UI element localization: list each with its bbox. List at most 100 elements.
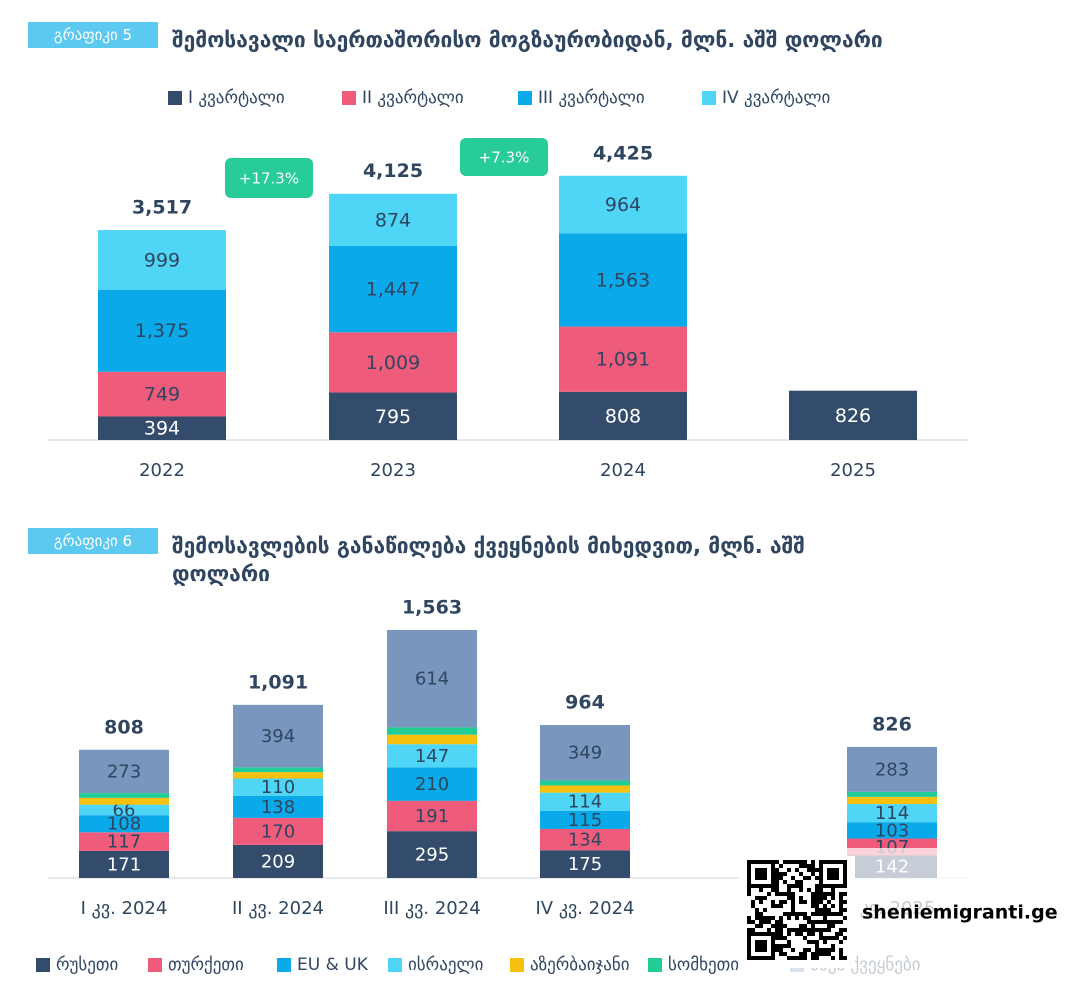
qr-module: [799, 956, 803, 960]
qr-module: [787, 940, 791, 944]
qr-module: [831, 948, 835, 952]
qr-module: [819, 868, 823, 872]
qr-module: [779, 904, 783, 908]
qr-module: [775, 928, 779, 932]
bar-segment: [233, 767, 323, 773]
qr-module: [839, 892, 843, 896]
total-label: 1,563: [402, 596, 462, 618]
qr-module: [755, 884, 759, 888]
qr-module: [779, 920, 783, 924]
data-label: 964: [605, 194, 641, 216]
legend-swatch: [342, 91, 356, 105]
x-tick-label: II კვ. 2024: [232, 898, 324, 919]
qr-module: [787, 884, 791, 888]
data-label: 134: [568, 830, 602, 851]
qr-module: [755, 860, 759, 864]
x-tick-label: IV კვ. 2024: [535, 898, 634, 919]
total-label: 4,125: [363, 160, 423, 182]
bar-segment: [79, 815, 169, 833]
qr-module: [747, 864, 751, 868]
qr-module: [839, 900, 843, 904]
qr-module: [763, 948, 767, 952]
qr-module: [843, 876, 847, 880]
bar-segment: [329, 245, 457, 333]
qr-module: [831, 884, 835, 888]
qr-module: [783, 936, 787, 940]
data-label: 295: [415, 845, 449, 866]
qr-module: [747, 956, 751, 960]
qr-module: [747, 876, 751, 880]
qr-module: [823, 916, 827, 920]
qr-module: [831, 944, 835, 948]
qr-module: [787, 868, 791, 872]
qr-module: [803, 900, 807, 904]
qr-module: [823, 904, 827, 908]
qr-module: [767, 860, 771, 864]
qr-module: [779, 928, 783, 932]
qr-module: [819, 932, 823, 936]
qr-module: [823, 896, 827, 900]
bar-segment: [789, 390, 917, 440]
data-label: 273: [107, 761, 141, 782]
qr-module: [759, 860, 763, 864]
qr-module: [759, 884, 763, 888]
qr-module: [779, 948, 783, 952]
data-label: 795: [375, 406, 411, 428]
data-label: 114: [875, 803, 909, 824]
qr-module: [807, 876, 811, 880]
bar-segment: [540, 785, 630, 793]
data-label: 1,375: [135, 320, 189, 342]
qr-module: [815, 908, 819, 912]
data-label: 117: [107, 832, 141, 853]
qr-module: [803, 876, 807, 880]
qr-module: [803, 956, 807, 960]
qr-module: [835, 920, 839, 924]
total-label: 1,091: [248, 671, 308, 693]
qr-module: [811, 932, 815, 936]
qr-module: [751, 884, 755, 888]
qr-module: [819, 876, 823, 880]
qr-module: [831, 872, 835, 876]
qr-module: [839, 932, 843, 936]
qr-module: [819, 860, 823, 864]
qr-module: [799, 952, 803, 956]
qr-module: [843, 900, 847, 904]
data-label: 171: [107, 854, 141, 875]
x-tick-label: 2024: [600, 460, 646, 481]
qr-module: [747, 952, 751, 956]
qr-module: [803, 928, 807, 932]
qr-module: [755, 940, 759, 944]
qr-module: [771, 916, 775, 920]
qr-module: [803, 936, 807, 940]
qr-module: [823, 908, 827, 912]
qr-module: [795, 916, 799, 920]
qr-module: [771, 944, 775, 948]
qr-module: [819, 880, 823, 884]
qr-module: [775, 888, 779, 892]
qr-module: [771, 956, 775, 960]
qr-module: [811, 864, 815, 868]
qr-module: [835, 912, 839, 916]
qr-module: [791, 860, 795, 864]
qr-module: [767, 932, 771, 936]
bar-segment: [540, 828, 630, 851]
qr-module: [843, 872, 847, 876]
data-label: 175: [568, 854, 602, 875]
qr-module: [815, 888, 819, 892]
qr-module: [823, 860, 827, 864]
qr-module: [827, 876, 831, 880]
qr-module: [819, 936, 823, 940]
qr-module: [783, 924, 787, 928]
qr-module: [771, 860, 775, 864]
data-label: 874: [375, 209, 411, 231]
data-label: 808: [605, 405, 641, 427]
qr-module: [811, 860, 815, 864]
qr-module: [823, 948, 827, 952]
qr-module: [799, 880, 803, 884]
qr-module: [767, 892, 771, 896]
qr-module: [815, 952, 819, 956]
qr-module: [755, 924, 759, 928]
qr-module: [767, 920, 771, 924]
qr-module: [775, 876, 779, 880]
